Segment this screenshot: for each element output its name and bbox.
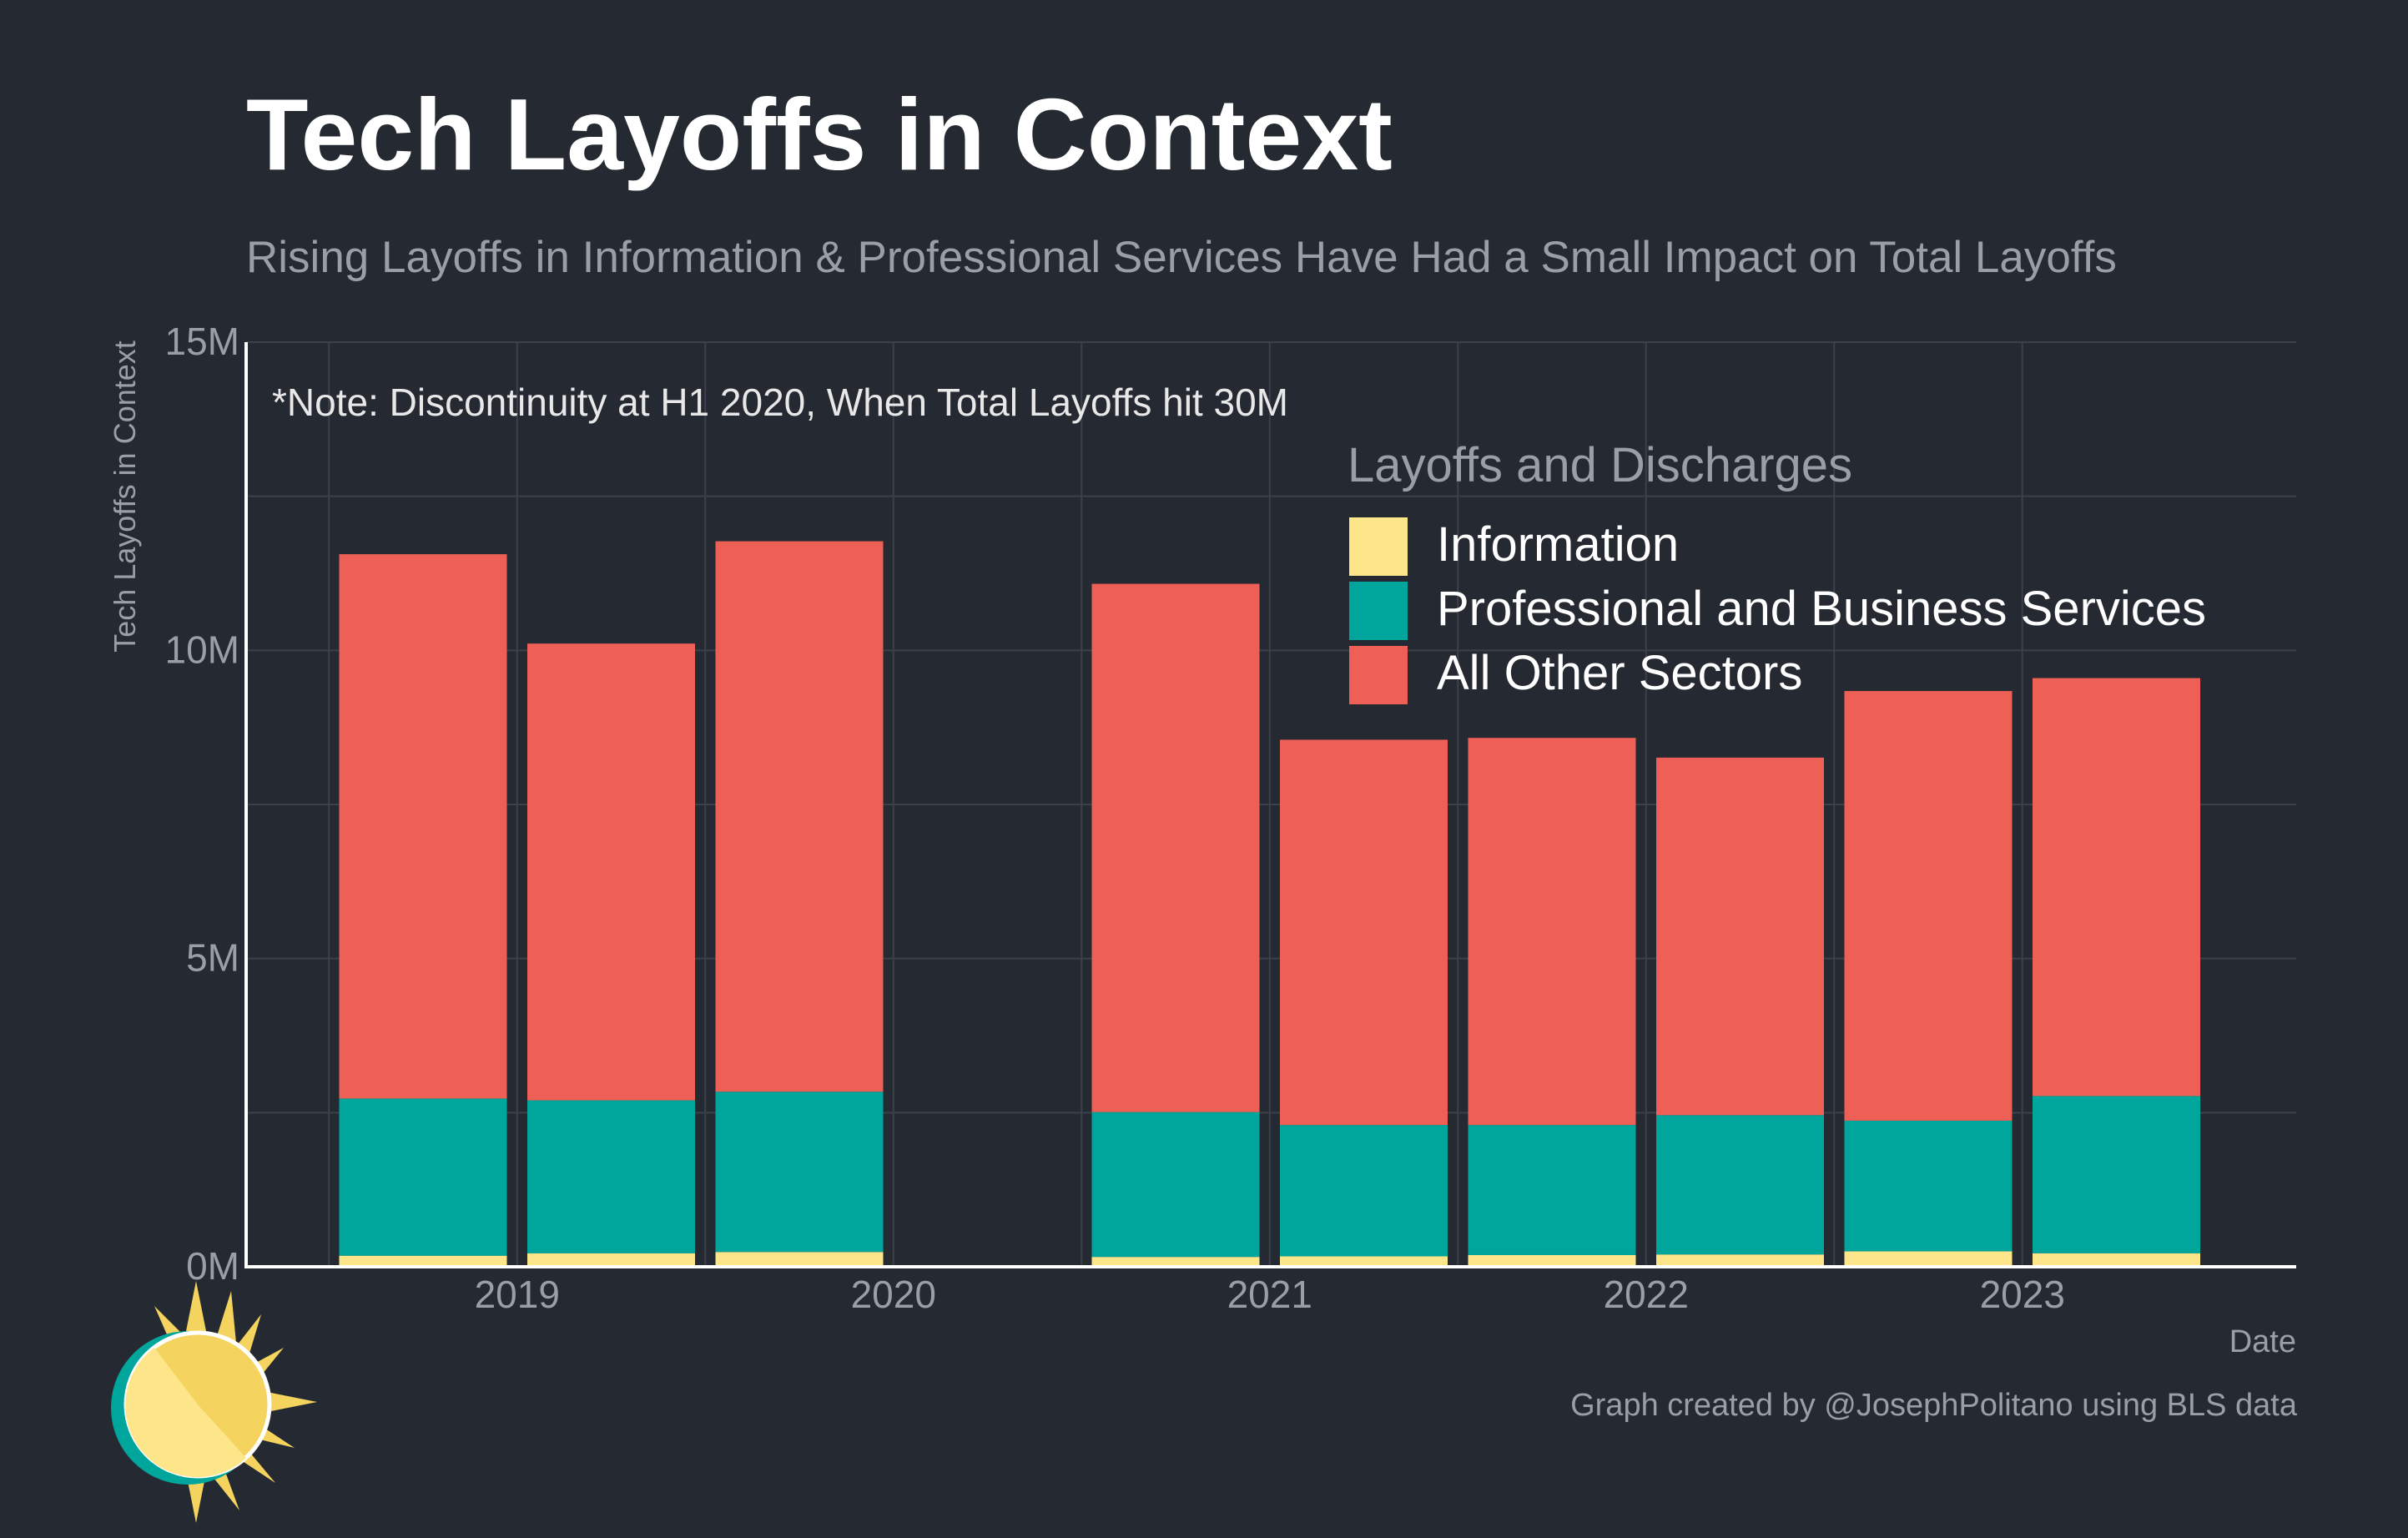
legend-swatch	[1349, 517, 1408, 576]
legend-swatch	[1349, 582, 1408, 640]
source-caption: Graph created by @JosephPolitano using B…	[1570, 1388, 2297, 1423]
bar-segment	[1844, 1251, 2013, 1267]
bar-segment	[1468, 1254, 1636, 1267]
bar-segment	[339, 1255, 507, 1267]
bar-segment	[1091, 1257, 1260, 1267]
y-tick-label: 15M	[165, 320, 239, 363]
legend-swatch	[1349, 646, 1408, 704]
bar-segment	[2033, 678, 2200, 1097]
y-tick-label: 0M	[186, 1244, 239, 1288]
bar-segment	[527, 1100, 695, 1253]
bar-segment	[1280, 739, 1448, 1126]
bar-segment	[715, 541, 884, 1092]
legend-label: Information	[1437, 517, 1679, 572]
bar-segment	[1656, 1115, 1824, 1255]
legend-label: Professional and Business Services	[1437, 582, 2206, 636]
x-tick-label: 2023	[1980, 1273, 2065, 1316]
bar-segment	[715, 1092, 884, 1253]
bar-segment	[1280, 1125, 1448, 1257]
legend: Layoffs and Discharges Information Profes…	[1348, 438, 2206, 704]
chart-note: *Note: Discontinuity at H1 2020, When To…	[272, 381, 1288, 424]
x-tick-label: 2021	[1227, 1273, 1312, 1316]
y-tick-labels: 0M 5M 10M 15M	[165, 320, 239, 1288]
x-axis-label: Date	[2229, 1324, 2296, 1359]
bar-segment	[1280, 1256, 1448, 1267]
y-tick-label: 10M	[165, 628, 239, 671]
x-tick-label: 2019	[475, 1273, 560, 1316]
bar-segment	[1091, 583, 1260, 1112]
bar-segment	[1468, 1125, 1636, 1255]
y-tick-label: 5M	[186, 936, 239, 980]
chart-subtitle: Rising Layoffs in Information & Professi…	[246, 233, 2117, 282]
chart-title: Tech Layoffs in Context	[246, 78, 1393, 191]
bar-segment	[1844, 1120, 2013, 1252]
y-axis-label: Tech Layoffs in Context	[108, 340, 142, 653]
bar-segment	[1844, 691, 2013, 1121]
bar-segment	[339, 1098, 507, 1256]
bar-segment	[1656, 757, 1824, 1116]
bar-segment	[1468, 738, 1636, 1126]
bar-segment	[527, 1253, 695, 1267]
bar-segment	[339, 554, 507, 1099]
x-tick-labels: 2019 2020 2021 2022 2023	[475, 1273, 2065, 1316]
bar-segment	[527, 643, 695, 1101]
bars-group	[339, 541, 2200, 1267]
bar-segment	[2033, 1096, 2200, 1253]
x-tick-label: 2022	[1604, 1273, 1689, 1316]
legend-label: All Other Sectors	[1437, 646, 1802, 700]
bar-segment	[1656, 1254, 1824, 1267]
sun-logo-icon	[111, 1281, 317, 1523]
bar-segment	[715, 1252, 884, 1267]
legend-title: Layoffs and Discharges	[1348, 438, 1852, 492]
bar-segment	[2033, 1253, 2200, 1267]
bar-segment	[1091, 1112, 1260, 1258]
x-tick-label: 2020	[851, 1273, 936, 1316]
